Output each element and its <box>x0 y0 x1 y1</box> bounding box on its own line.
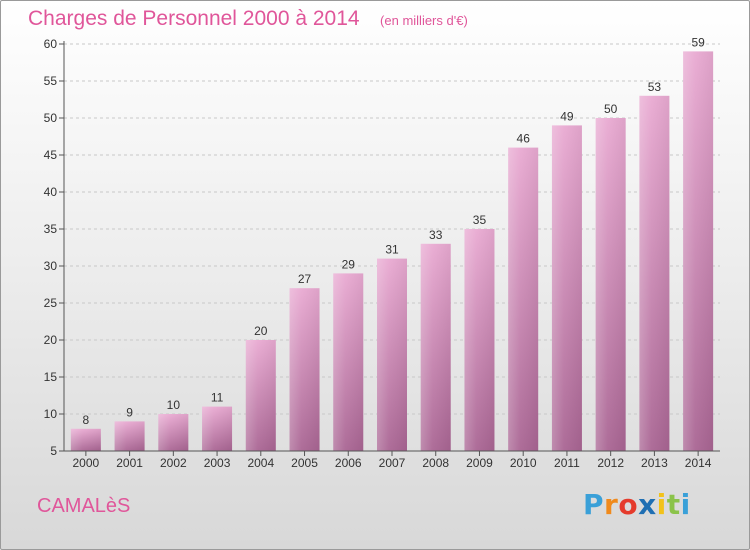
y-tick-label: 45 <box>44 148 58 162</box>
data-label: 29 <box>342 257 356 271</box>
x-tick-label: 2011 <box>554 456 580 470</box>
logo-letter: t <box>666 488 681 521</box>
y-tick-label: 40 <box>44 185 58 199</box>
data-label: 33 <box>429 228 443 242</box>
data-label: 49 <box>560 109 574 123</box>
logo-letter: x <box>638 488 657 521</box>
logo-letter: i <box>656 488 667 521</box>
bar-shine <box>202 406 233 451</box>
bar-shine <box>508 147 539 451</box>
bars <box>70 51 714 452</box>
y-tick-label: 10 <box>44 407 58 421</box>
x-tick-label: 2003 <box>204 456 231 470</box>
y-tick-label: 15 <box>44 370 58 384</box>
y-tick-label: 20 <box>44 333 58 347</box>
x-tick-label: 2012 <box>597 456 624 470</box>
data-label: 35 <box>473 213 487 227</box>
bar-shine <box>70 428 101 451</box>
logo-letter: o <box>618 488 639 521</box>
bar-shine <box>551 125 582 452</box>
y-tick-label: 25 <box>44 296 58 310</box>
x-tick-label: 2010 <box>510 456 537 470</box>
bar-shine <box>289 288 320 451</box>
chart-title: Charges de Personnel 2000 à 2014 <box>28 7 360 30</box>
bar-shine <box>158 414 189 451</box>
x-tick-label: 2008 <box>422 456 449 470</box>
data-label: 20 <box>254 324 268 338</box>
bar-shine <box>595 118 626 451</box>
data-label: 11 <box>211 391 224 405</box>
data-label: 10 <box>167 398 181 412</box>
bar-shine <box>464 229 495 451</box>
x-tick-label: 2014 <box>685 456 712 470</box>
y-tick-label: 50 <box>44 111 58 125</box>
title-row: Charges de Personnel 2000 à 2014 (en mil… <box>28 7 468 31</box>
labels: 5 10 15 20 25 30 35 40 45 50 55 60 8 2000 9 2001 10 2002 1… <box>44 35 712 470</box>
bar-shine <box>114 421 145 451</box>
bar-shine <box>639 95 670 452</box>
y-tick-label: 5 <box>50 444 57 458</box>
x-tick-label: 2007 <box>379 456 406 470</box>
x-tick-label: 2000 <box>73 456 100 470</box>
data-label: 53 <box>648 80 662 94</box>
y-tick-label: 60 <box>44 37 58 51</box>
bar-shine <box>683 51 714 452</box>
data-label: 8 <box>83 413 90 427</box>
logo-letter: r <box>604 488 619 521</box>
commune-name: CAMALèS <box>37 495 131 517</box>
y-tick-label: 30 <box>44 259 58 273</box>
y-tick-label: 35 <box>44 222 58 236</box>
bar-shine <box>333 273 364 451</box>
data-label: 31 <box>385 243 399 257</box>
y-tick-label: 55 <box>44 74 58 88</box>
chart-subtitle: (en milliers d'€) <box>380 13 468 28</box>
data-label: 46 <box>517 132 531 146</box>
x-tick-label: 2006 <box>335 456 362 470</box>
data-label: 9 <box>126 405 133 419</box>
x-tick-label: 2005 <box>291 456 318 470</box>
logo-letter: P <box>583 488 605 521</box>
data-label: 59 <box>691 35 705 49</box>
proxiti-logo: Proxiti <box>583 488 691 521</box>
x-tick-label: 2009 <box>466 456 493 470</box>
data-label: 27 <box>298 272 312 286</box>
data-label: 50 <box>604 102 618 116</box>
bar-shine <box>377 258 407 451</box>
x-tick-label: 2004 <box>247 456 274 470</box>
x-tick-label: 2013 <box>641 456 668 470</box>
x-tick-label: 2002 <box>160 456 187 470</box>
bar-shine <box>245 340 276 451</box>
axes <box>59 41 720 456</box>
logo-letter: i <box>680 488 691 521</box>
x-tick-label: 2001 <box>116 456 143 470</box>
bar-shine <box>420 243 451 451</box>
